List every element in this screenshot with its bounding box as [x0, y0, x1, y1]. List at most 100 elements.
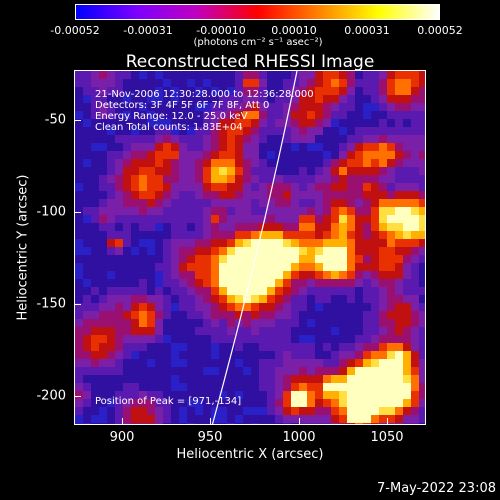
- heatmap-cell: [219, 367, 227, 375]
- heatmap-cell: [291, 415, 299, 423]
- heatmap-cell: [267, 143, 275, 151]
- heatmap-cell: [227, 391, 235, 399]
- heatmap-cell: [259, 167, 267, 175]
- heatmap-cell: [267, 319, 275, 327]
- heatmap-cell: [371, 311, 379, 319]
- heatmap-cell: [355, 95, 363, 103]
- heatmap-cell: [251, 135, 259, 143]
- heatmap-cell: [163, 343, 171, 351]
- y-tick-label: -50: [44, 112, 66, 128]
- heatmap-cell: [291, 183, 299, 191]
- heatmap-cell: [139, 167, 147, 175]
- heatmap-cell: [155, 79, 163, 87]
- heatmap-cell: [299, 127, 307, 135]
- heatmap-cell: [395, 79, 403, 87]
- heatmap-cell: [347, 375, 355, 383]
- heatmap-cell: [371, 79, 379, 87]
- heatmap-cell: [235, 367, 243, 375]
- heatmap-cell: [83, 383, 91, 391]
- heatmap-cell: [323, 215, 331, 223]
- heatmap-cell: [283, 111, 291, 119]
- y-tick-label: -200: [36, 388, 66, 404]
- heatmap-cell: [291, 143, 299, 151]
- heatmap-cell: [379, 287, 387, 295]
- heatmap-cell: [123, 103, 131, 111]
- heatmap-cell: [387, 295, 395, 303]
- heatmap-cell: [131, 407, 139, 415]
- heatmap-cell: [387, 391, 395, 399]
- heatmap-cell: [267, 255, 275, 263]
- heatmap-cell: [347, 319, 355, 327]
- heatmap-cell: [131, 223, 139, 231]
- heatmap-cell: [251, 95, 259, 103]
- heatmap-cell: [363, 359, 371, 367]
- heatmap-cell: [323, 135, 331, 143]
- heatmap-cell: [307, 423, 315, 424]
- heatmap-cell: [235, 279, 243, 287]
- heatmap-cell: [219, 135, 227, 143]
- heatmap-cell: [99, 127, 107, 135]
- heatmap-cell: [115, 287, 123, 295]
- heatmap-cell: [411, 303, 419, 311]
- heatmap-cell: [179, 279, 187, 287]
- heatmap-cell: [307, 247, 315, 255]
- heatmap-cell: [371, 199, 379, 207]
- heatmap-cell: [195, 95, 203, 103]
- heatmap-cell: [315, 127, 323, 135]
- heatmap-cell: [99, 167, 107, 175]
- heatmap-cell: [387, 111, 395, 119]
- heatmap-cell: [203, 87, 211, 95]
- heatmap-cell: [403, 111, 411, 119]
- heatmap-cell: [323, 159, 331, 167]
- heatmap-cell: [323, 407, 331, 415]
- heatmap-cell: [403, 207, 411, 215]
- heatmap-cell: [99, 207, 107, 215]
- heatmap-cell: [155, 263, 163, 271]
- heatmap-cell: [195, 215, 203, 223]
- heatmap-cell: [355, 223, 363, 231]
- heatmap-cell: [235, 287, 243, 295]
- heatmap-cell: [195, 127, 203, 135]
- heatmap-cell: [267, 191, 275, 199]
- heatmap-cell: [123, 359, 131, 367]
- heatmap-cell: [219, 215, 227, 223]
- heatmap-cell: [379, 215, 387, 223]
- heatmap-cell: [275, 351, 283, 359]
- heatmap-cell: [155, 383, 163, 391]
- heatmap-cell: [203, 367, 211, 375]
- heatmap-cell: [283, 367, 291, 375]
- heatmap-cell: [251, 183, 259, 191]
- heatmap-cell: [251, 423, 259, 424]
- heatmap-cell: [147, 311, 155, 319]
- y-tick-mark: [74, 212, 81, 213]
- heatmap-cell: [211, 207, 219, 215]
- heatmap-cell: [163, 199, 171, 207]
- heatmap-cell: [163, 103, 171, 111]
- heatmap-cell: [403, 391, 411, 399]
- heatmap-cell: [163, 247, 171, 255]
- heatmap-cell: [387, 103, 395, 111]
- heatmap-cell: [267, 239, 275, 247]
- heatmap-cell: [259, 287, 267, 295]
- heatmap-cell: [179, 287, 187, 295]
- heatmap-cell: [419, 183, 425, 191]
- heatmap-cell: [75, 215, 83, 223]
- heatmap-cell: [75, 103, 83, 111]
- heatmap-cell: [315, 175, 323, 183]
- heatmap-cell: [163, 383, 171, 391]
- heatmap-cell: [147, 367, 155, 375]
- heatmap-cell: [115, 423, 123, 424]
- heatmap-cell: [259, 215, 267, 223]
- heatmap-cell: [99, 279, 107, 287]
- heatmap-cell: [243, 383, 251, 391]
- heatmap-cell: [347, 103, 355, 111]
- heatmap-cell: [75, 167, 83, 175]
- heatmap-cell: [419, 87, 425, 95]
- heatmap-cell: [411, 119, 419, 127]
- heatmap-cell: [123, 87, 131, 95]
- heatmap-cell: [99, 375, 107, 383]
- heatmap-cell: [347, 295, 355, 303]
- heatmap-cell: [371, 239, 379, 247]
- heatmap-cell: [203, 343, 211, 351]
- heatmap-cell: [299, 143, 307, 151]
